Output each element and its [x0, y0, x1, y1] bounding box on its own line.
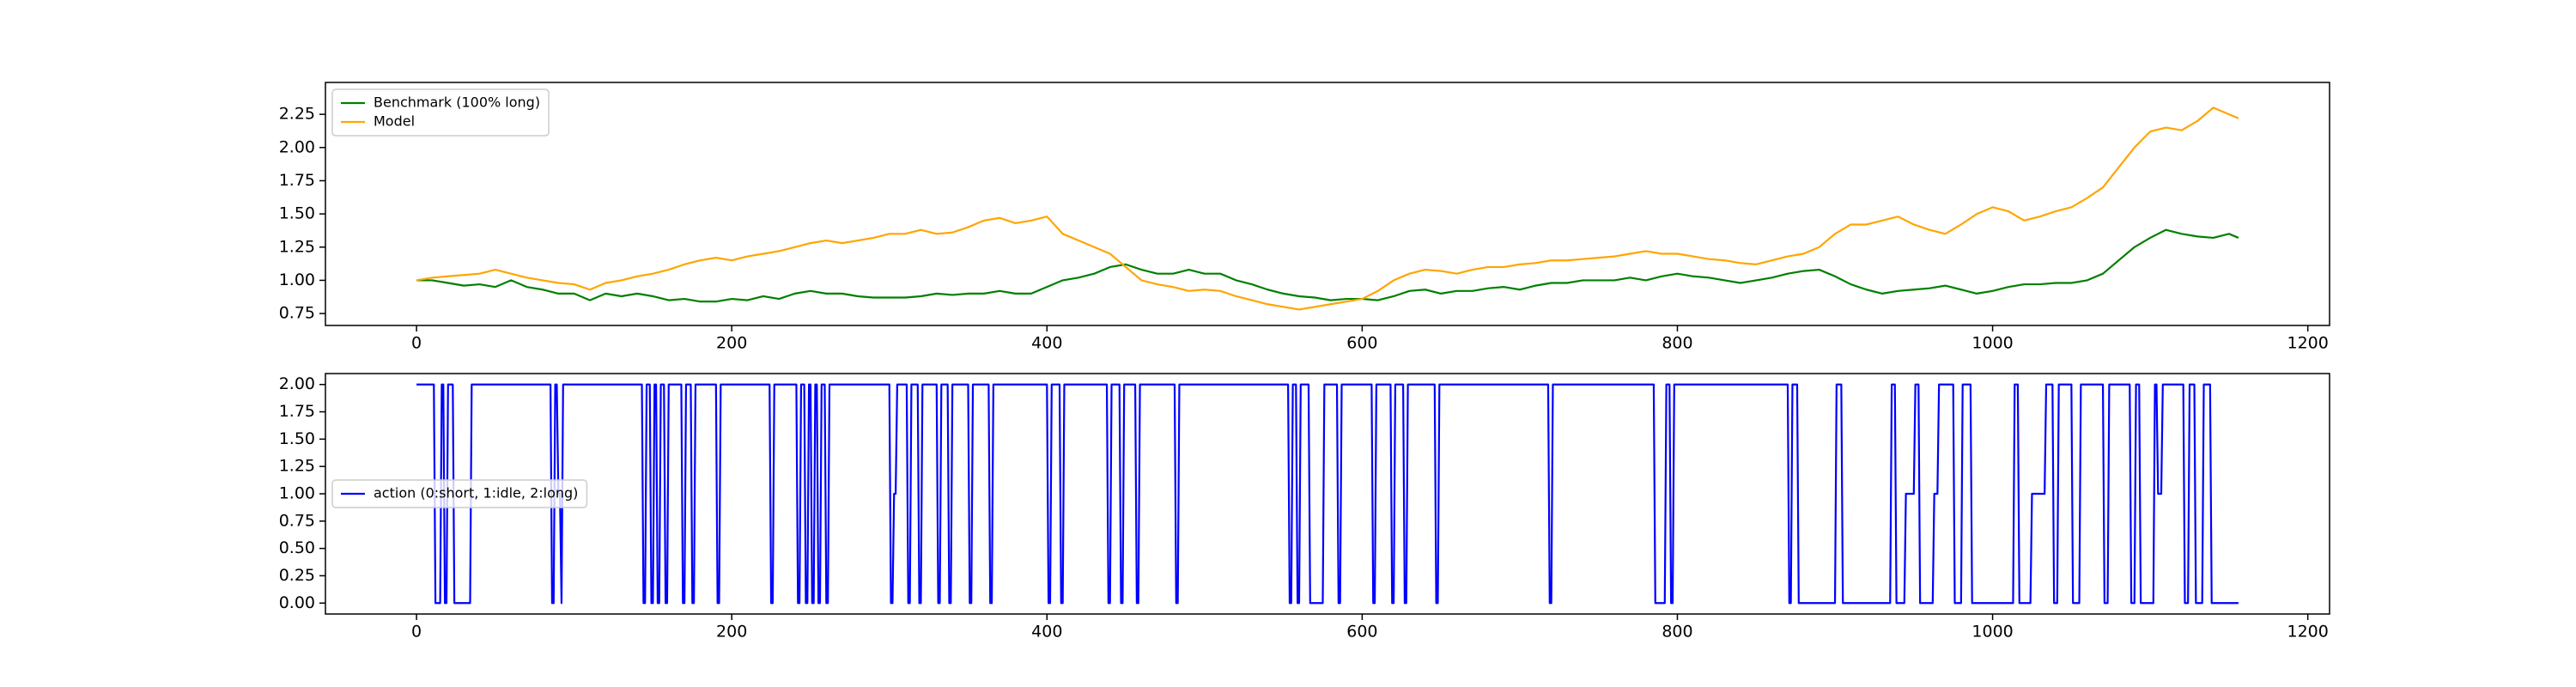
y-tick-label: 1.75 — [279, 402, 315, 421]
series-line — [416, 228, 2239, 303]
x-tick-label: 200 — [716, 623, 747, 641]
x-tick-label: 200 — [716, 334, 747, 353]
y-tick-label: 0.50 — [279, 538, 315, 557]
x-tick-label: 1000 — [1971, 334, 2013, 353]
legend-label: action (0:short, 1:idle, 2:long) — [374, 485, 578, 502]
legend-box — [331, 88, 550, 137]
y-tick-label: 2.00 — [279, 374, 315, 393]
legend-label: Benchmark (100% long) — [374, 94, 540, 111]
y-tick-label: 0.75 — [279, 304, 315, 323]
x-tick-label: 1000 — [1971, 623, 2013, 641]
x-tick-label: 1200 — [2287, 334, 2328, 353]
x-tick-label: 800 — [1662, 623, 1692, 641]
y-tick-label: 0.00 — [279, 593, 315, 612]
y-tick-label: 1.50 — [279, 204, 315, 223]
x-tick-label: 600 — [1346, 623, 1377, 641]
y-tick-label: 1.25 — [279, 457, 315, 476]
x-tick-label: 400 — [1031, 623, 1062, 641]
legend: action (0:short, 1:idle, 2:long) — [331, 479, 588, 508]
plot-area — [325, 374, 2330, 614]
y-tick-label: 2.25 — [279, 105, 315, 124]
y-tick-label: 1.00 — [279, 484, 315, 503]
y-tick-label: 1.00 — [279, 271, 315, 289]
series-line — [416, 383, 2239, 605]
plot-area — [325, 82, 2330, 325]
x-tick-label: 400 — [1031, 334, 1062, 353]
y-tick-label: 1.25 — [279, 237, 315, 256]
legend-box — [331, 479, 588, 508]
x-tick-label: 1200 — [2287, 623, 2328, 641]
x-tick-label: 800 — [1662, 334, 1692, 353]
x-tick-label: 0 — [411, 623, 422, 641]
axes-frame — [325, 373, 2330, 615]
y-tick-label: 2.00 — [279, 137, 315, 156]
y-tick-label: 0.75 — [279, 511, 315, 530]
y-tick-label: 1.75 — [279, 171, 315, 190]
legend-label: Model — [374, 113, 415, 130]
x-tick-label: 600 — [1346, 334, 1377, 353]
series-line — [416, 106, 2239, 311]
y-tick-label: 0.25 — [279, 566, 315, 585]
x-tick-label: 0 — [411, 334, 422, 353]
axes-frame — [325, 82, 2330, 326]
y-tick-label: 1.50 — [279, 429, 315, 448]
legend: Benchmark (100% long) Model — [331, 88, 550, 137]
